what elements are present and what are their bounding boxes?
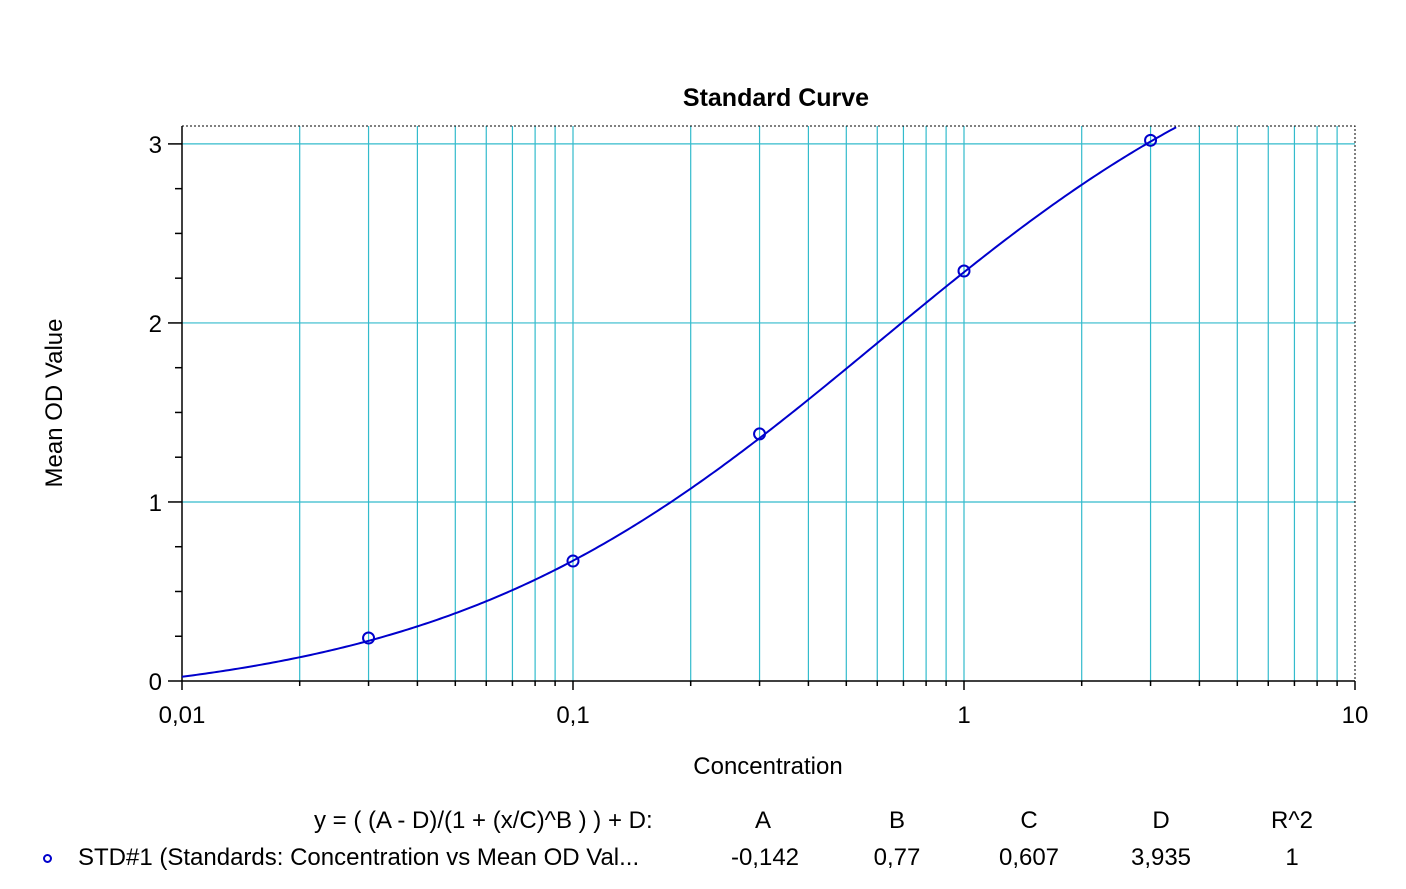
standard-curve-chart: 0,01 0,1 1 10 0 1 2 3 Standard Curve Concentrat… <box>41 84 1369 780</box>
legend-header-r2: R^2 <box>1271 807 1313 834</box>
legend-header-row: y = ( (A - D)/(1 + (x/C)^B ) ) + D: A B … <box>0 807 1406 843</box>
data-point <box>1144 133 1158 147</box>
y-tick-label: 3 <box>149 132 162 159</box>
data-point <box>753 427 767 441</box>
circle-marker-icon <box>43 854 52 863</box>
legend-value-r2: 1 <box>1285 844 1299 871</box>
legend-header-d: D <box>1152 807 1170 834</box>
x-tick-label: 10 <box>1342 702 1369 729</box>
data-point <box>362 631 376 645</box>
x-tick-label: 0,01 <box>159 702 206 729</box>
y-tick-label: 1 <box>149 490 162 517</box>
y-axis-label: Mean OD Value <box>41 319 68 488</box>
legend-value-d: 3,935 <box>1130 844 1192 871</box>
legend-header-a: A <box>754 807 771 834</box>
legend-equation: y = ( (A - D)/(1 + (x/C)^B ) ) + D: <box>314 807 653 834</box>
legend-value-a: -0,142 <box>730 844 800 871</box>
y-tick-label: 0 <box>149 669 162 696</box>
legend-header-c: C <box>1020 807 1038 834</box>
y-tick-label: 2 <box>149 311 162 338</box>
grid-lines <box>182 126 1355 681</box>
plot-area-border <box>181 125 1356 682</box>
legend-series-row: STD#1 (Standards: Concentration vs Mean … <box>0 844 1406 880</box>
legend-series-label: STD#1 (Standards: Concentration vs Mean … <box>78 844 640 871</box>
legend-header-b: B <box>888 807 905 834</box>
axes: 0,01 0,1 1 10 0 1 2 3 <box>149 126 1369 729</box>
fit-curve <box>181 126 1177 678</box>
data-point <box>957 264 971 278</box>
legend-value-c: 0,607 <box>998 844 1060 871</box>
data-points <box>362 133 1158 645</box>
data-point <box>566 554 580 568</box>
x-axis-label: Concentration <box>693 753 842 780</box>
chart-title: Standard Curve <box>683 84 869 112</box>
x-tick-label: 1 <box>957 702 970 729</box>
x-tick-label: 0,1 <box>556 702 589 729</box>
legend-value-b: 0,77 <box>873 844 921 871</box>
